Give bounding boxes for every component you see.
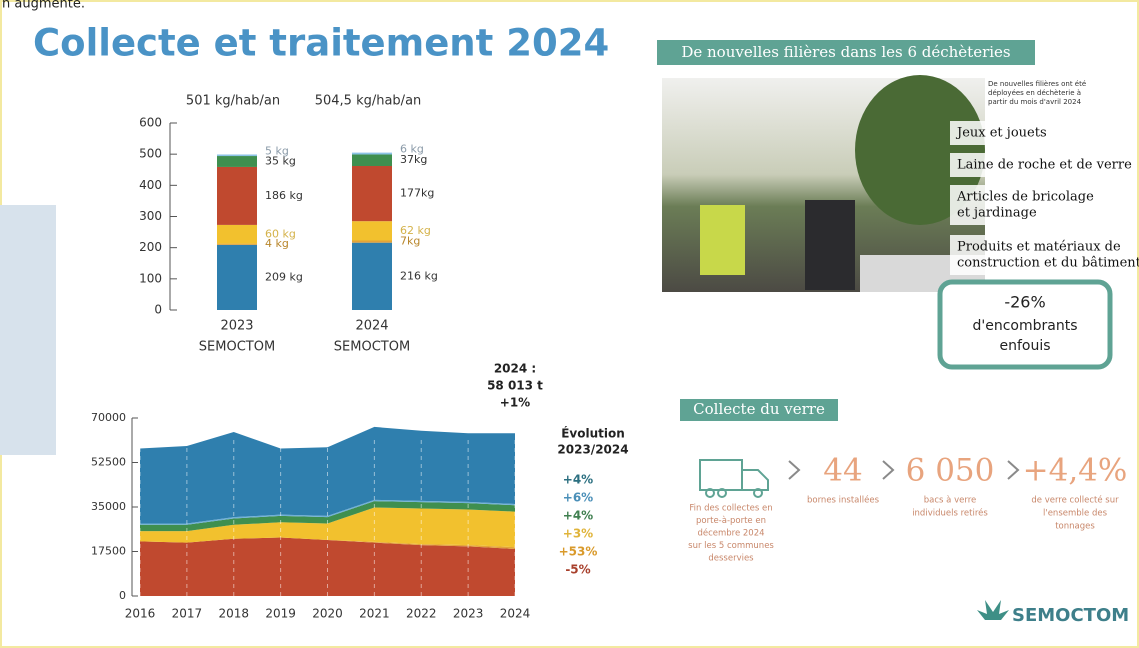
bar-segment [217, 154, 257, 156]
title: Collecte et traitement 2024 [33, 22, 609, 65]
stat-label: bornes installées [807, 495, 880, 506]
x-tick-sublabel: SEMOCTOM [334, 340, 410, 355]
stat-label: bacs à verre [924, 496, 976, 506]
evolution-label: +6% [563, 491, 593, 505]
annotation: 58 013 t [487, 379, 543, 393]
stat-label: de verre collecté sur [1031, 495, 1119, 506]
bar-segment [217, 225, 257, 244]
y-tick-label: 500 [139, 147, 162, 161]
y-tick-label: 300 [139, 209, 162, 223]
annotation: 2024 : [494, 362, 536, 376]
y-tick-label: 35000 [91, 500, 126, 513]
highlight-text: enfouis [999, 338, 1050, 354]
bar-segment [352, 221, 392, 240]
x-tick-label: 2024 [355, 319, 388, 334]
list-item: construction et du bâtiment [957, 256, 1139, 271]
note-text: déployées en déchèterie à [988, 89, 1081, 97]
y-tick-label: 52500 [91, 456, 126, 469]
stat-label: tonnages [1055, 522, 1095, 532]
banner-text: De nouvelles filières dans les 6 déchète… [681, 43, 1010, 61]
stat-value: 6 050 [906, 453, 995, 489]
bar-segment [352, 243, 392, 310]
y-tick-label: 70000 [91, 411, 126, 424]
list-item: Jeux et jouets [955, 126, 1047, 141]
x-tick-sublabel: SEMOCTOM [199, 340, 275, 355]
evolution-label: +4% [563, 473, 593, 487]
evolution-label: +3% [563, 527, 593, 541]
caption-text: desservies [708, 554, 754, 564]
value-label: 186 kg [265, 189, 303, 202]
stat-label: l'ensemble des [1043, 509, 1108, 519]
y-tick-label: 200 [139, 240, 162, 254]
value-label: 60 kg [265, 227, 296, 240]
y-tick-label: 100 [139, 271, 162, 285]
value-label: 177kg [400, 187, 434, 200]
evolution-title: 2023/2024 [557, 443, 628, 457]
caption-text: Fin des collectes en [689, 504, 772, 514]
caption-text: porte-à-porte en [696, 516, 766, 526]
x-tick-label: 2017 [172, 607, 203, 621]
value-label: 216 kg [400, 269, 438, 282]
y-tick-label: 17500 [91, 545, 126, 558]
bar-segment [352, 154, 392, 166]
bar-segment [352, 153, 392, 155]
banner-text: Collecte du verre [693, 400, 825, 418]
value-label: 5 kg [265, 144, 289, 157]
y-tick-label: 0 [154, 303, 162, 317]
side-strip [0, 205, 56, 455]
slide: n augmenté. Collecte et traitement 2024 … [0, 0, 1139, 648]
x-tick-label: 2018 [218, 607, 249, 621]
caption-text: décembre 2024 [697, 528, 764, 539]
bar-segment [217, 156, 257, 167]
note-text: partir du mois d'avril 2024 [988, 98, 1082, 106]
y-tick-label: 600 [139, 116, 162, 130]
evolution-label: -5% [565, 563, 590, 577]
x-tick-label: 2019 [265, 607, 296, 621]
note-text: De nouvelles filières ont été [988, 80, 1086, 88]
logo-text: SEMOCTOM [1012, 605, 1129, 626]
cropped-text: n augmenté. [2, 0, 85, 12]
evolution-label: +53% [559, 545, 598, 559]
annotation: +1% [500, 396, 530, 410]
evolution-label: +4% [563, 509, 593, 523]
x-tick-label: 2022 [406, 607, 437, 621]
y-tick-label: 0 [119, 589, 126, 602]
list-item: et jardinage [957, 206, 1037, 221]
x-tick-label: 2024 [500, 607, 531, 621]
x-tick-label: 2016 [125, 607, 156, 621]
bar-segment [352, 240, 392, 242]
total-label: 504,5 kg/hab/an [315, 94, 422, 109]
bar-segment [217, 167, 257, 225]
list-item: Produits et matériaux de [957, 240, 1121, 255]
x-tick-label: 2020 [312, 607, 343, 621]
total-label: 501 kg/hab/an [186, 94, 280, 109]
value-label: 62 kg [400, 224, 431, 237]
evolution-title: Évolution [561, 426, 625, 441]
bar-segment [352, 166, 392, 221]
y-tick-label: 400 [139, 178, 162, 192]
list-item: Laine de roche et de verre [957, 158, 1132, 173]
bar-segment [217, 245, 257, 310]
x-tick-label: 2021 [359, 607, 390, 621]
stat-label: individuels retirés [912, 508, 988, 519]
caption-text: sur les 5 communes [688, 541, 774, 551]
x-tick-label: 2023 [220, 319, 253, 334]
highlight-text: d'encombrants [973, 318, 1078, 334]
photo-person [700, 205, 745, 275]
list-item: Articles de bricolage [956, 190, 1094, 205]
value-label: 6 kg [400, 143, 424, 156]
list: Jeux et jouets Laine de roche et de verre… [950, 121, 1139, 275]
highlight-value: -26% [1004, 293, 1045, 312]
x-tick-label: 2023 [453, 607, 484, 621]
value-label: 209 kg [265, 270, 303, 283]
stat-value: 44 [823, 453, 862, 489]
bar-segment [217, 244, 257, 245]
stat-value: +4,4% [1023, 453, 1128, 489]
photo-person [805, 200, 855, 290]
